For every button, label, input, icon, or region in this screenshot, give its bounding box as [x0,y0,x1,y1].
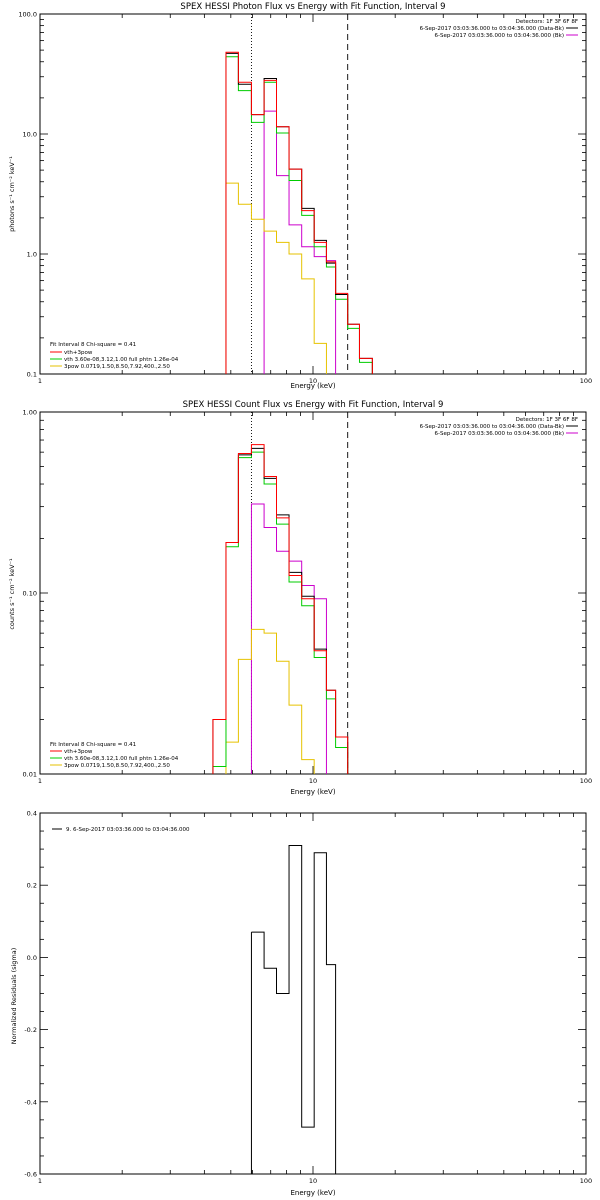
chart-title: SPEX HESSI Count Flux vs Energy with Fit… [183,400,444,410]
x-axis-label: Energy (keV) [290,1189,335,1197]
y-tick-label: 0.4 [27,810,37,818]
x-tick-label: 100 [580,377,592,385]
x-tick-label: 1 [38,1177,42,1185]
series-vth-3pow [212,444,349,774]
y-axis-label: Normalized Residuals (sigma) [10,948,18,1045]
series-data-bk [225,52,373,374]
legend-bottom-0: vth+3pow [64,350,93,356]
y-tick-label: -0.2 [24,1026,37,1034]
x-tick-label: 1 [38,377,42,385]
y-tick-label: 0.1 [27,371,37,379]
legend-top-1: 6-Sep-2017 03:03:36.000 to 03:04:36.000 … [420,26,564,32]
plot-frame [39,411,587,775]
series-vth [225,56,373,374]
x-tick-label: 100 [580,1177,592,1185]
x-tick-label: 10 [309,377,317,385]
y-axis-label: photons s⁻¹ cm⁻² keV⁻¹ [8,156,16,232]
photon-flux-chart: SPEX HESSI Photon Flux vs Energy with Fi… [8,2,592,390]
y-tick-label: 100.0 [18,11,37,19]
legend-top-0: 9. 6-Sep-2017 03:03:36.000 to 03:04:36.0… [66,827,190,833]
x-tick-label: 100 [580,777,592,785]
plot-frame [39,13,587,375]
x-tick-label: 10 [309,1177,317,1185]
series-data-bk [212,447,349,774]
legend-bottom-0: vth+3pow [64,749,93,755]
plot-frame [39,812,587,1175]
chart-title: SPEX HESSI Photon Flux vs Energy with Fi… [180,2,445,12]
y-tick-label: -0.4 [24,1098,37,1106]
series-residuals [251,844,348,1175]
x-axis-label: Energy (keV) [290,788,335,796]
x-axis-label: Energy (keV) [290,382,335,390]
legend-bottom-2: 3pow 0.0719,1.50,8.50,7.92,400.,2.50 [64,763,170,769]
y-tick-label: -0.6 [24,1171,37,1179]
series-vth [212,451,349,774]
y-tick-label: 0.2 [27,882,37,890]
series-vth-3pow [225,51,373,374]
y-tick-label: 1.00 [23,409,37,417]
series-3pow [225,628,315,774]
y-tick-label: 0.01 [23,771,37,779]
legend-top-1: 6-Sep-2017 03:03:36.000 to 03:04:36.000 … [420,424,564,430]
legend-top-2: 6-Sep-2017 03:03:36.000 to 03:04:36.000 … [435,431,565,437]
count-flux-chart: SPEX HESSI Count Flux vs Energy with Fit… [8,400,592,796]
y-axis-label: counts s⁻¹ cm⁻² keV⁻¹ [8,558,16,630]
series-3pow [225,182,327,374]
legend-bottom-1: vth 3.60e-08,3.12,1.00 full phtn 1.26e-0… [64,357,179,363]
legend-bottom-title: Fit Interval 8 Chi-square = 0.41 [50,342,136,348]
legend-bottom-2: 3pow 0.0719,1.50,8.50,7.92,400.,2.50 [64,364,170,370]
x-tick-label: 10 [309,777,317,785]
residuals-chart: Energy (keV) Normalized Residuals (sigma… [10,810,592,1198]
y-tick-label: 10.0 [23,131,37,139]
y-tick-label: 0.10 [23,590,37,598]
legend-top-0: Detectors: 1F 3F 6F 8F [516,417,578,423]
legend-top-0: Detectors: 1F 3F 6F 8F [516,19,578,25]
y-tick-label: 0.0 [27,954,37,962]
y-tick-label: 1.0 [27,251,37,259]
legend-top-2: 6-Sep-2017 03:03:36.000 to 03:04:36.000 … [435,33,565,39]
x-tick-label: 1 [38,777,42,785]
legend-bottom-title: Fit Interval 8 Chi-square = 0.41 [50,742,136,748]
legend-bottom-1: vth 3.60e-08,3.12,1.00 full phtn 1.26e-0… [64,756,179,762]
